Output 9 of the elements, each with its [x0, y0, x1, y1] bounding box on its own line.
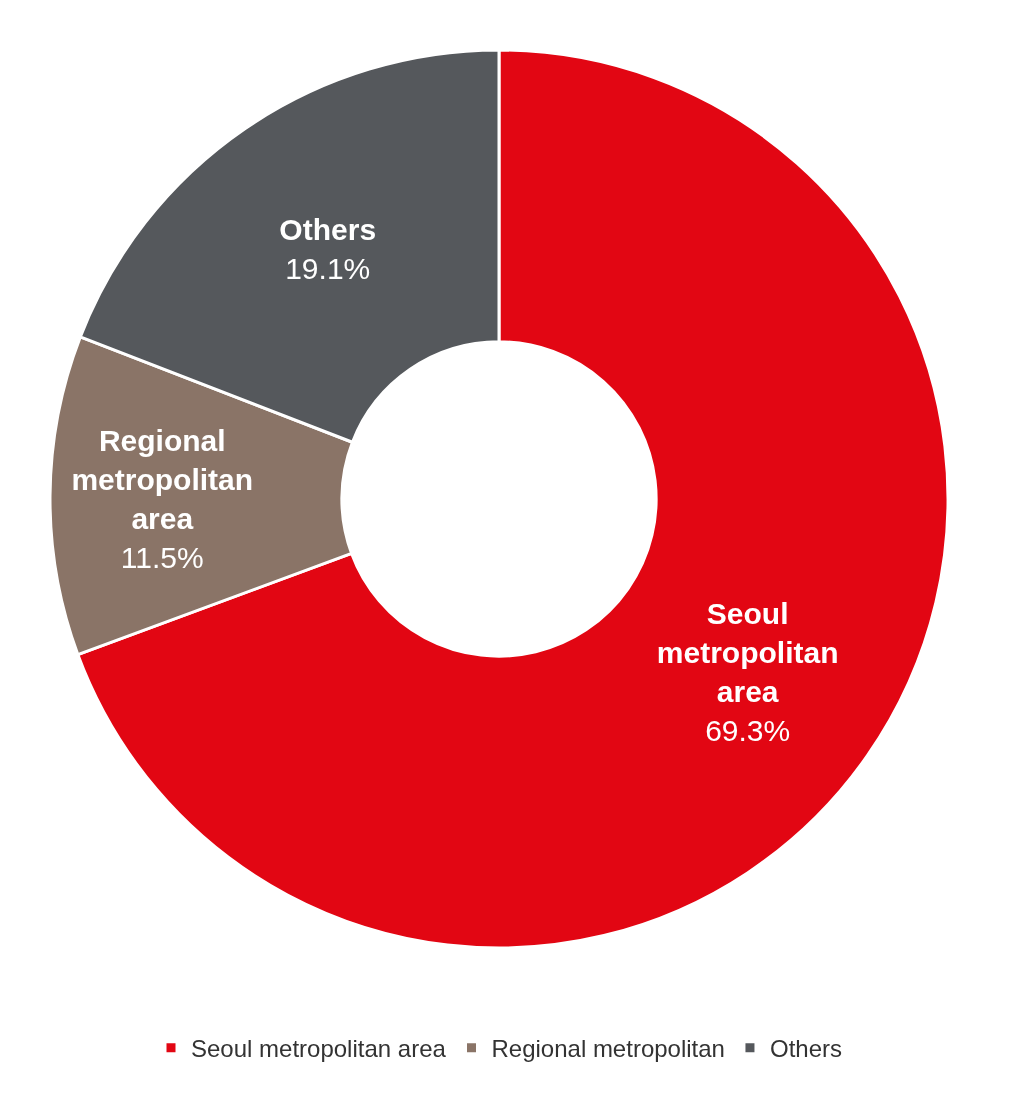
data-label: 69.3% [705, 714, 791, 748]
text: Regional metropolitan area [71, 424, 254, 535]
legend-label: Regional metropolitan [491, 1035, 725, 1063]
data-label: 19.1% [285, 251, 371, 285]
text: Others [279, 212, 377, 246]
data-label: 11.5% [120, 541, 204, 574]
legend-label: Others [769, 1035, 842, 1063]
legend-label: Seoul metropolitan area [191, 1035, 447, 1063]
text: Seoul metropolitan area [656, 597, 839, 709]
